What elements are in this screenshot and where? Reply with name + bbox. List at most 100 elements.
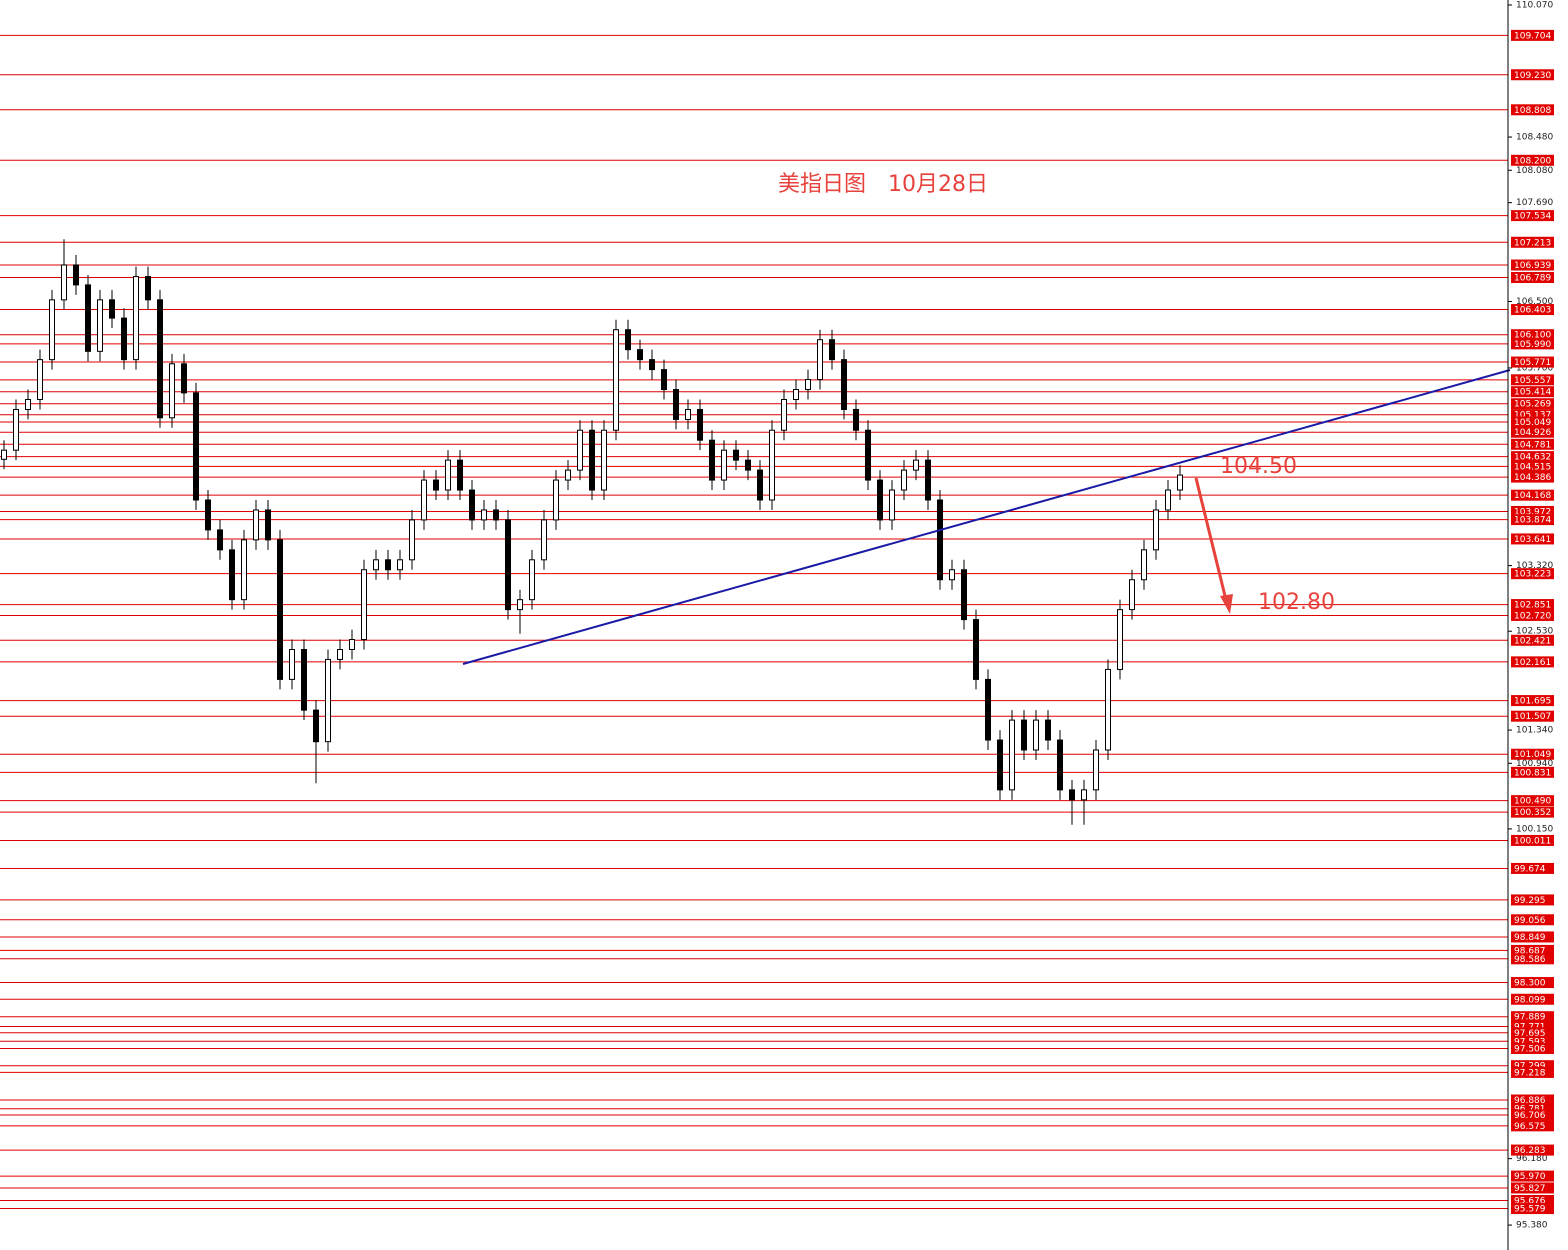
candle-body <box>769 429 775 501</box>
candle-body <box>253 509 259 541</box>
level-label: 95.579 <box>1514 1205 1546 1215</box>
level-label-box <box>1511 795 1554 807</box>
level-label: 98.849 <box>1514 933 1546 943</box>
level-label: 97.299 <box>1514 1062 1546 1072</box>
level-label-box <box>1511 1103 1554 1115</box>
level-label-box <box>1511 1043 1554 1055</box>
y-tick-label: 103.320 <box>1516 561 1553 571</box>
level-label-box <box>1511 862 1554 874</box>
y-tick-label: 100.940 <box>1516 759 1553 769</box>
level-label: 98.300 <box>1514 979 1546 989</box>
level-label: 101.695 <box>1514 697 1551 707</box>
level-label: 97.889 <box>1514 1013 1546 1023</box>
level-label-box <box>1511 1011 1554 1023</box>
levels: 110.070 108.480 108.080 107.690 106.500 105.7… <box>0 0 1554 1231</box>
level-label: 103.874 <box>1514 516 1551 526</box>
candle-body <box>337 649 343 660</box>
level-label-box <box>1511 1182 1554 1194</box>
level-label-box <box>1511 1170 1554 1182</box>
level-label-box <box>1511 438 1554 450</box>
y-tick-label: 101.340 <box>1516 726 1553 736</box>
level-label-box <box>1511 1035 1554 1047</box>
level-label-box <box>1511 748 1554 760</box>
candle-body <box>841 359 847 410</box>
level-label-box <box>1511 834 1554 846</box>
candle-body <box>565 469 571 481</box>
candle-body <box>1045 719 1051 741</box>
candle-body <box>709 439 715 481</box>
level-label: 105.049 <box>1514 418 1551 428</box>
level-label-box <box>1511 236 1554 248</box>
level-label: 95.970 <box>1514 1172 1546 1182</box>
y-tick-label: 107.690 <box>1516 198 1553 208</box>
level-label: 107.213 <box>1514 238 1551 248</box>
level-label: 106.403 <box>1514 306 1551 316</box>
candle-body <box>1105 668 1111 751</box>
level-label: 104.781 <box>1514 440 1551 450</box>
level-label: 104.632 <box>1514 453 1551 463</box>
candle-body <box>1057 739 1063 791</box>
candle-body <box>157 299 163 419</box>
candle-body <box>877 479 883 521</box>
candle-body <box>517 599 523 611</box>
candle-body <box>1009 719 1015 791</box>
level-label: 98.687 <box>1514 946 1546 956</box>
candle-body <box>793 389 799 401</box>
level-label-box <box>1511 426 1554 438</box>
level-label-box <box>1511 69 1554 81</box>
candle-body <box>697 408 703 441</box>
level-label-box <box>1511 1109 1554 1121</box>
candle-body <box>997 739 1003 791</box>
candle-body <box>865 429 871 481</box>
level-label-box <box>1511 154 1554 166</box>
level-label-box <box>1511 944 1554 956</box>
candle-body <box>577 429 583 471</box>
level-label: 98.586 <box>1514 955 1546 965</box>
candle-body <box>757 469 763 501</box>
y-tick-label: 108.080 <box>1516 166 1553 176</box>
level-label: 104.515 <box>1514 462 1551 472</box>
level-label-box <box>1511 1020 1554 1032</box>
candle-body <box>1069 789 1075 801</box>
candle-body <box>241 539 247 601</box>
level-label-box <box>1511 514 1554 526</box>
candle-body <box>193 392 199 501</box>
level-label-box <box>1511 695 1554 707</box>
chart-title: 美指日图 10月28日 <box>778 172 988 197</box>
candle-body <box>373 559 379 571</box>
candle-body <box>109 299 115 319</box>
candle-body <box>385 559 391 571</box>
candle-body <box>61 264 67 301</box>
candle-body <box>673 389 679 420</box>
level-label-box <box>1511 451 1554 463</box>
level-label-box <box>1511 993 1554 1005</box>
candle-body <box>181 363 187 394</box>
candle-body <box>601 429 607 491</box>
level-label: 99.295 <box>1514 896 1546 906</box>
level-label: 103.641 <box>1514 535 1551 545</box>
candle-body <box>649 359 655 371</box>
level-label: 109.230 <box>1514 71 1551 81</box>
candle-body <box>829 339 835 361</box>
candle-body <box>445 459 451 491</box>
candle-body <box>13 408 19 451</box>
level-label: 100.352 <box>1514 808 1551 818</box>
candle-body <box>889 489 895 521</box>
candle-body <box>733 449 739 461</box>
candle-body <box>433 479 439 491</box>
level-label: 95.676 <box>1514 1196 1546 1206</box>
candle-body <box>817 339 823 381</box>
level-label: 96.283 <box>1514 1146 1546 1156</box>
y-tick-label: 100.150 <box>1516 824 1553 834</box>
level-label-box <box>1511 356 1554 368</box>
candle-body <box>721 449 727 481</box>
level-label-box <box>1511 609 1554 621</box>
arrow-head <box>1220 594 1233 614</box>
level-label-box <box>1511 599 1554 611</box>
level-label-box <box>1511 656 1554 668</box>
level-label: 97.593 <box>1514 1037 1546 1047</box>
candle-body <box>1093 749 1099 791</box>
level-label: 109.704 <box>1514 31 1551 41</box>
level-label-box <box>1511 1144 1554 1156</box>
level-label-box <box>1511 894 1554 906</box>
